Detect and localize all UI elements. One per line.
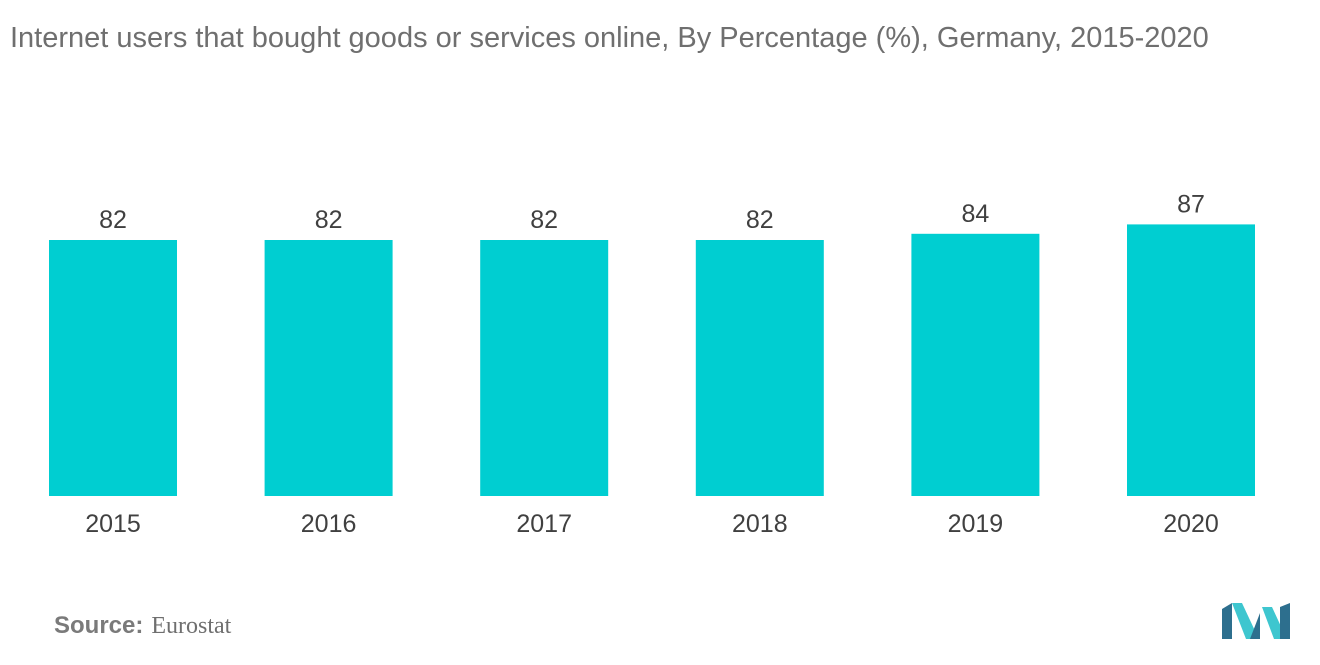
- source-value: Eurostat: [151, 613, 232, 639]
- bar-2017: [480, 240, 609, 496]
- source-line: Source: Eurostat: [54, 612, 231, 640]
- x-tick-label-2016: 2016: [301, 510, 357, 538]
- chart-title: Internet users that bought goods or serv…: [10, 22, 1209, 54]
- bar-2020: [1127, 224, 1255, 496]
- x-tick-label-2018: 2018: [732, 510, 788, 538]
- value-label-2016: 82: [315, 206, 343, 234]
- source-label: Source:: [54, 612, 144, 639]
- x-tick-label-2019: 2019: [948, 510, 1004, 538]
- value-label-2015: 82: [99, 206, 127, 234]
- mordor-intelligence-logo-icon: [1222, 603, 1290, 639]
- x-tick-label-2015: 2015: [85, 510, 141, 538]
- bar-2018: [695, 240, 824, 496]
- value-label-2019: 84: [961, 200, 989, 228]
- bar-chart: 82 2015 82 2016 82 2017 82 2018 84 2019 87 2020: [49, 190, 1255, 538]
- x-tick-label-2017: 2017: [516, 510, 572, 538]
- value-label-2020: 87: [1177, 190, 1205, 218]
- value-label-2018: 82: [746, 206, 774, 234]
- x-tick-label-2020: 2020: [1163, 510, 1219, 538]
- value-label-2017: 82: [530, 206, 558, 234]
- bar-2015: [49, 240, 177, 496]
- bar-2019: [911, 233, 1040, 497]
- bar-2016: [264, 240, 393, 496]
